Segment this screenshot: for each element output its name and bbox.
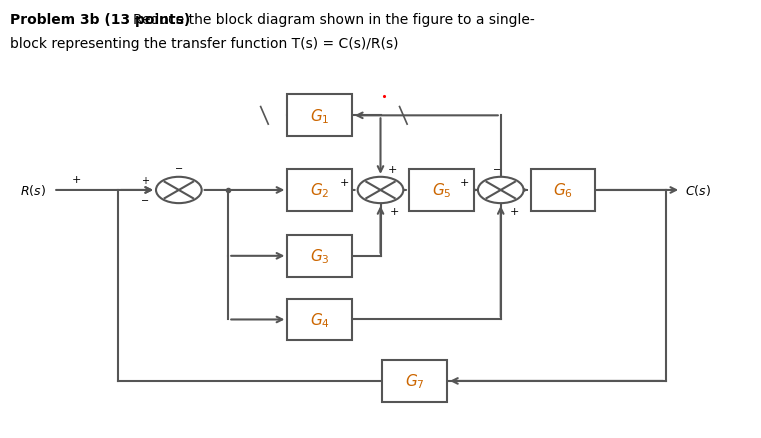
Bar [288,235,352,277]
Text: −: − [493,165,501,174]
Text: $R(s)$: $R(s)$ [20,183,46,198]
Text: : Reduce the block diagram shown in the figure to a single-: : Reduce the block diagram shown in the … [124,13,534,27]
Text: $G_1$: $G_1$ [310,107,330,125]
Bar [409,170,473,212]
Bar [288,170,352,212]
Text: $G_4$: $G_4$ [310,311,330,329]
Circle shape [156,177,202,204]
Text: $G_7$: $G_7$ [405,372,425,390]
Text: +: + [339,178,349,187]
Text: +: + [460,178,469,187]
Circle shape [358,177,403,204]
Text: block representing the transfer function T(s) = C(s)/R(s): block representing the transfer function… [10,37,399,51]
Text: $G_6$: $G_6$ [553,181,573,200]
Text: −: − [141,195,148,205]
Bar [288,95,352,137]
Bar [288,299,352,341]
Text: $G_3$: $G_3$ [310,247,330,265]
Text: $G_2$: $G_2$ [310,181,330,200]
Bar [531,170,595,212]
Bar [383,360,447,402]
Circle shape [478,177,524,204]
Text: −: − [175,164,183,173]
Text: +: + [510,207,519,216]
Text: +: + [388,165,397,174]
Text: +: + [141,176,148,186]
Text: +: + [72,175,81,184]
Text: $G_5$: $G_5$ [431,181,451,200]
Text: Problem 3b (13 points): Problem 3b (13 points) [10,13,190,27]
Text: $C(s)$: $C(s)$ [685,183,711,198]
Text: +: + [390,207,399,216]
